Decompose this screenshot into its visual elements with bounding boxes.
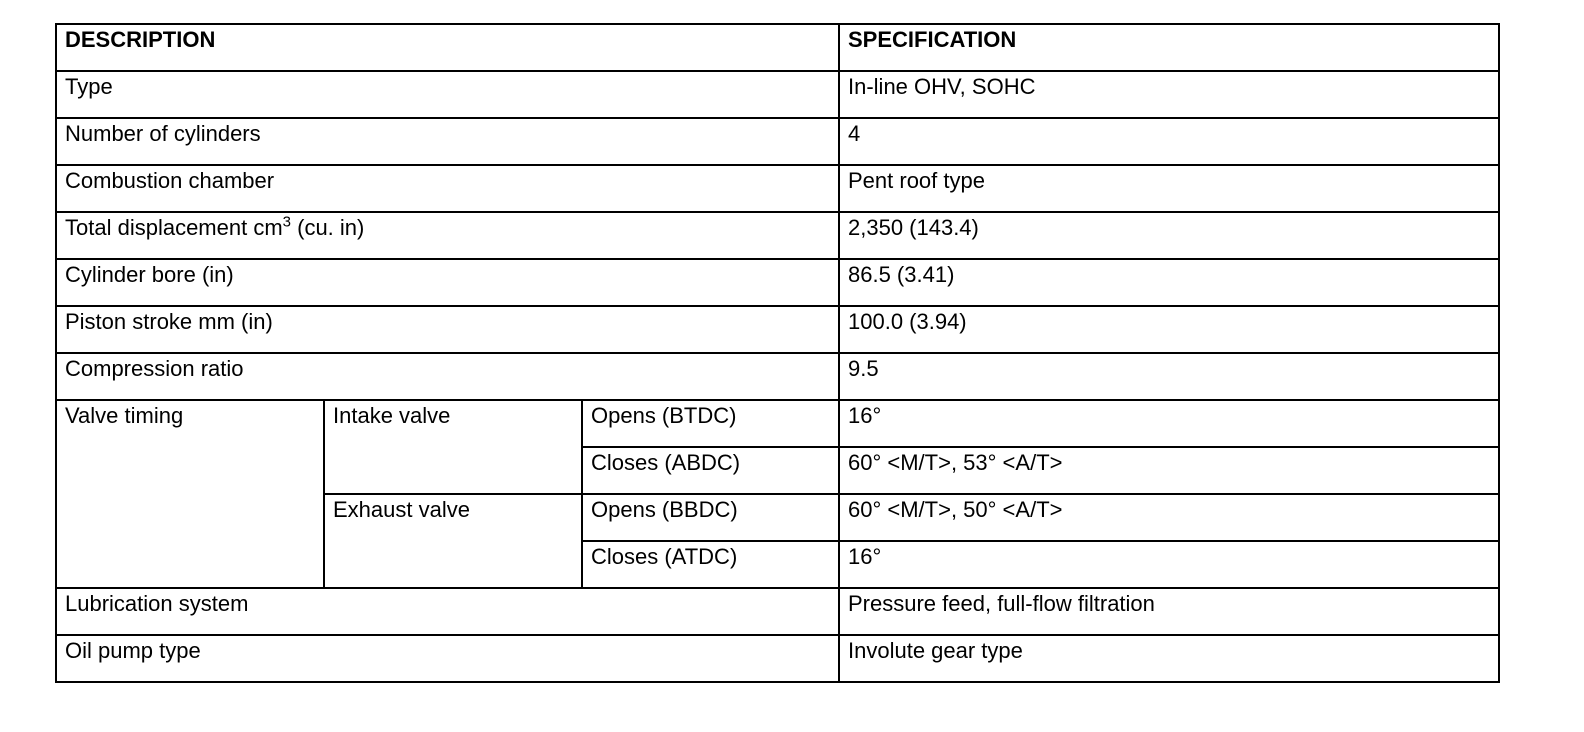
table-row: Compression ratio 9.5 xyxy=(55,352,1500,401)
row-value: 100.0 (3.94) xyxy=(838,305,1500,354)
table-row: Oil pump type Involute gear type xyxy=(55,634,1500,683)
table-row: Cylinder bore (in) 86.5 (3.41) xyxy=(55,258,1500,307)
row-value: 2,350 (143.4) xyxy=(838,211,1500,260)
label-text: Total displacement cm xyxy=(65,215,283,240)
exhaust-closes-label: Closes (ATDC) xyxy=(581,540,840,589)
table-row: Lubrication system Pressure feed, full-fl… xyxy=(55,587,1500,636)
table-row: Combustion chamber Pent roof type xyxy=(55,164,1500,213)
row-label: Piston stroke mm (in) xyxy=(55,305,840,354)
table-row: Closes (ATDC) 16° xyxy=(56,540,1500,589)
row-value: Pent roof type xyxy=(838,164,1500,213)
intake-closes-value: 60° <M/T>, 53° <A/T> xyxy=(838,446,1500,495)
table-row: Closes (ABDC) 60° <M/T>, 53° <A/T> xyxy=(56,446,1500,495)
row-label: Oil pump type xyxy=(55,634,840,683)
superscript: 3 xyxy=(282,213,291,231)
table-row: Valve timing Intake valve Opens (BTDC) 1… xyxy=(55,399,1500,589)
exhaust-closes-value: 16° xyxy=(838,540,1500,589)
label-suffix: (cu. in) xyxy=(291,215,365,240)
header-row: DESCRIPTION SPECIFICATION xyxy=(55,23,1500,72)
engine-spec-table: DESCRIPTION SPECIFICATION Type In-line OH… xyxy=(55,23,1500,683)
description-header: DESCRIPTION xyxy=(55,23,840,72)
row-label: Compression ratio xyxy=(55,352,840,401)
table-row: Piston stroke mm (in) 100.0 (3.94) xyxy=(55,305,1500,354)
exhaust-opens-label: Opens (BBDC) xyxy=(581,493,840,542)
intake-closes-label: Closes (ABDC) xyxy=(581,446,840,495)
exhaust-valve-label: Exhaust valve xyxy=(323,493,583,589)
exhaust-opens-value: 60° <M/T>, 50° <A/T> xyxy=(838,493,1500,542)
row-label: Combustion chamber xyxy=(55,164,840,213)
table-row: Number of cylinders 4 xyxy=(55,117,1500,166)
row-label: Type xyxy=(55,70,840,119)
row-value: Pressure feed, full-flow filtration xyxy=(838,587,1500,636)
intake-opens-value: 16° xyxy=(838,399,1500,448)
row-label: Total displacement cm3 (cu. in) xyxy=(55,211,840,260)
row-value: 86.5 (3.41) xyxy=(838,258,1500,307)
row-value: Involute gear type xyxy=(838,634,1500,683)
table-row: Exhaust valve Opens (BBDC) 60° <M/T>, 50… xyxy=(56,493,1500,589)
table-row: Type In-line OHV, SOHC xyxy=(55,70,1500,119)
valve-timing-label: Valve timing xyxy=(55,399,325,589)
row-value: 9.5 xyxy=(838,352,1500,401)
table-row: Total displacement cm3 (cu. in) 2,350 (14… xyxy=(55,211,1500,260)
row-value: 4 xyxy=(838,117,1500,166)
row-label: Cylinder bore (in) xyxy=(55,258,840,307)
row-label: Lubrication system xyxy=(55,587,840,636)
row-value: In-line OHV, SOHC xyxy=(838,70,1500,119)
intake-opens-label: Opens (BTDC) xyxy=(581,399,840,448)
intake-valve-label: Intake valve xyxy=(323,399,583,495)
row-label: Number of cylinders xyxy=(55,117,840,166)
specification-header: SPECIFICATION xyxy=(838,23,1500,72)
